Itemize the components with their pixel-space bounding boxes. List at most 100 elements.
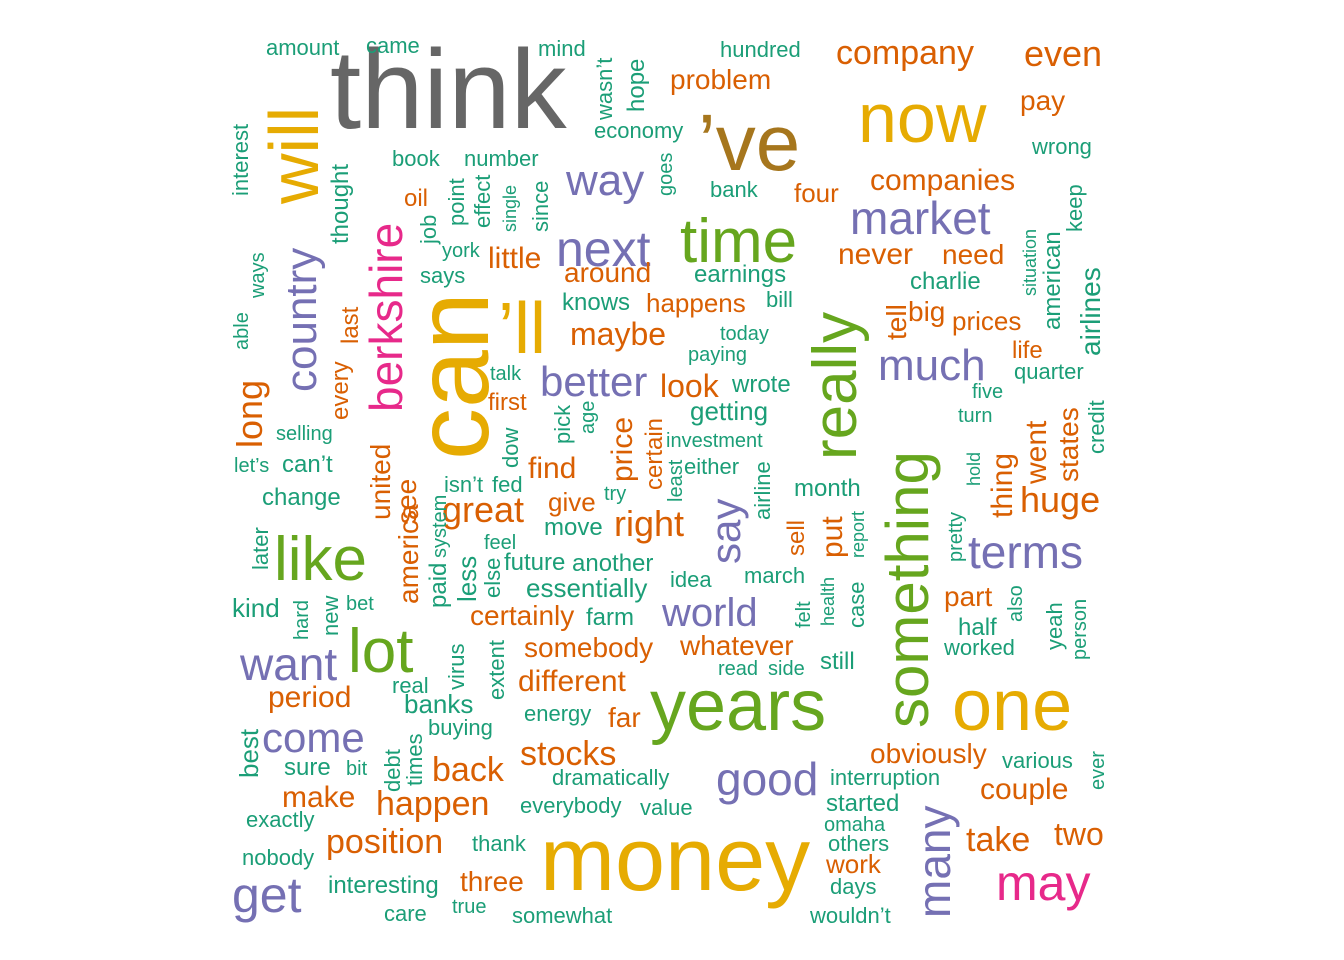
word-160: new [318,596,343,636]
word-89: wasn’t [592,58,617,121]
word-174: banks [404,689,473,719]
word-32: companies [870,164,1015,197]
word-12: lot [348,617,413,686]
word-18: get [232,867,302,923]
word-180: various [1002,748,1073,773]
word-151: else [480,558,505,598]
word-134: hold [964,452,984,486]
word-158: kind [232,593,280,623]
word-171: still [820,648,855,675]
word-92: economy [594,118,683,143]
word-97: thought [327,164,354,244]
word-54: see [391,479,422,524]
word-78: couple [980,773,1068,806]
word-118: paying [688,344,747,366]
word-100: effect [470,175,495,228]
word-25: come [262,714,365,761]
word-94: interest [228,124,253,196]
word-59: price [606,417,639,482]
word-67: sell [783,520,810,556]
word-23: many [908,806,960,918]
word-80: happen [376,785,489,823]
word-11: really [801,312,870,460]
word-162: farm [586,604,634,631]
word-116: able [231,312,253,350]
word-85: three [460,866,524,897]
word-175: buying [428,715,493,740]
word-3: ’ve [698,98,800,187]
word-45: tell [881,304,912,340]
word-194: interesting [328,872,439,899]
word-5: one [952,666,1072,746]
word-191: thank [472,831,527,856]
word-121: quarter [1014,359,1084,384]
word-128: selling [276,423,333,445]
word-79: make [282,781,355,814]
word-173: real [392,673,429,698]
word-2: can [395,292,511,460]
word-88: mind [538,36,586,61]
word-17: want [239,638,337,690]
word-95: book [392,146,441,171]
word-122: five [972,381,1003,403]
word-165: person [1069,599,1091,660]
word-14: berkshire [360,223,412,412]
word-52: can’t [282,451,333,478]
word-184: dramatically [552,765,669,790]
word-24: country [277,248,326,392]
word-47: look [660,368,720,404]
word-21: much [878,341,986,390]
word-82: two [1054,816,1104,852]
word-58: give [548,487,596,517]
word-70: somebody [524,632,653,663]
word-139: try [604,483,626,505]
word-187: value [640,795,693,820]
word-87: came [366,33,420,58]
word-176: energy [524,701,591,726]
word-125: getting [690,396,768,426]
word-50: last [337,306,364,344]
word-38: need [942,239,1004,270]
word-20: market [850,192,991,244]
word-127: credit [1084,400,1109,454]
word-9: something [874,451,941,728]
word-36: oil [404,185,428,212]
word-49: long [229,380,270,448]
word-48: first [488,389,527,416]
word-193: nobody [242,845,314,870]
word-86: amount [266,35,339,60]
word-42: maybe [570,316,666,352]
word-186: everybody [520,793,622,818]
word-1: money [540,810,810,910]
word-152: idea [670,567,712,592]
word-140: month [794,475,861,502]
word-113: knows [562,289,630,316]
word-157: case [844,582,869,628]
word-132: either [684,454,739,479]
word-41: happens [646,288,746,318]
word-131: least [665,459,687,502]
word-144: pretty [945,512,967,562]
word-44: prices [952,306,1021,336]
word-154: essentially [526,573,647,603]
word-168: extent [484,640,509,700]
word-19: good [716,753,818,805]
word-181: ever [1087,751,1109,790]
word-167: virus [444,644,469,690]
word-40: around [564,257,651,288]
word-115: airlines [1075,267,1106,356]
word-6: now [858,79,987,157]
word-170: side [768,658,805,680]
word-0: think [330,27,568,152]
word-192: others [828,831,889,856]
word-4: years [650,666,826,746]
word-71: whatever [679,630,794,661]
word-76: obviously [870,738,987,769]
word-148: another [572,550,653,577]
word-182: sure [284,754,331,781]
word-102: since [528,181,553,232]
word-28: better [540,358,647,405]
word-149: paid [425,563,452,608]
word-63: thing [986,453,1019,518]
